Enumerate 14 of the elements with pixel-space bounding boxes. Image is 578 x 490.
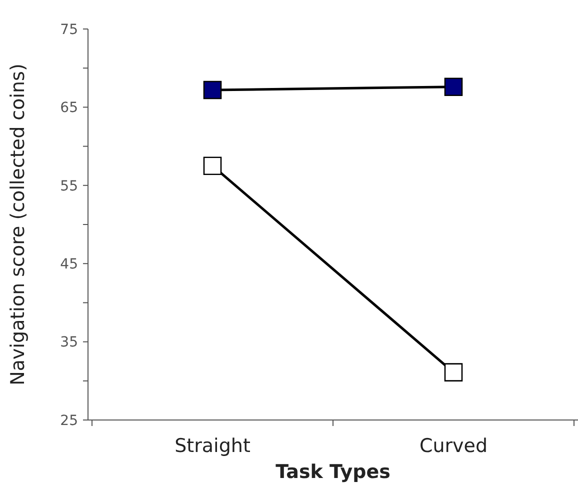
y-axis-title: Navigation score (collected coins)	[7, 64, 29, 386]
point	[444, 78, 463, 96]
y-tick-label: 45	[60, 256, 78, 272]
x-tick-label: Straight	[174, 435, 250, 457]
y-tick-label: 55	[60, 178, 78, 194]
y-tick-label: 65	[60, 100, 78, 116]
y-tick-label: 75	[60, 22, 78, 38]
y-tick-label: 35	[60, 334, 78, 351]
x-tick-label: Curved	[419, 435, 488, 457]
x-axis-title: Task Types	[276, 461, 390, 483]
y-tick-label: 25	[60, 412, 78, 429]
point	[203, 80, 222, 100]
point	[444, 363, 463, 382]
point	[203, 156, 222, 175]
